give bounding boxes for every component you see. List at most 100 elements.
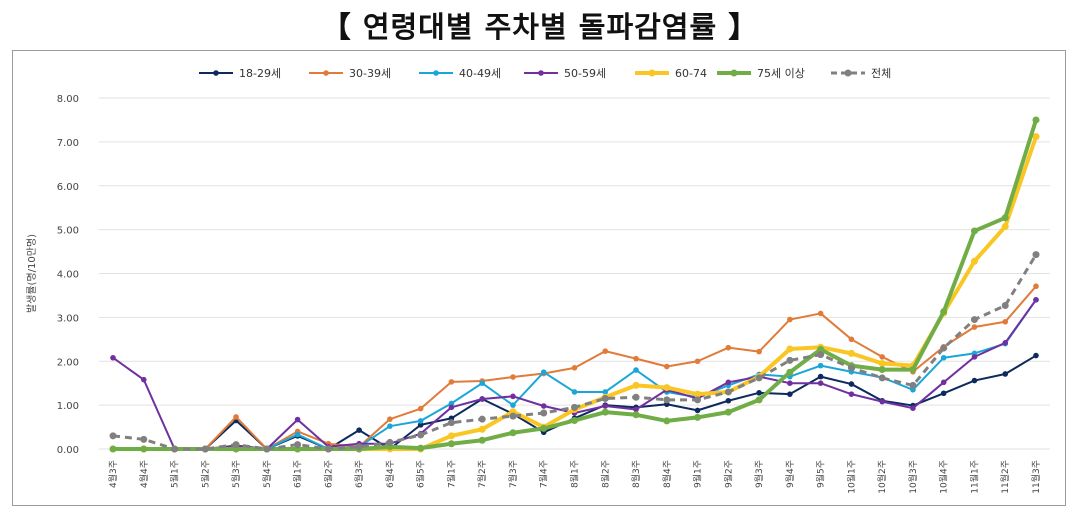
data-point [540, 409, 548, 417]
data-point [1001, 214, 1009, 222]
legend-marker [538, 70, 544, 76]
series-75세 이상 [109, 116, 1040, 453]
data-point [971, 377, 978, 384]
x-tick-label: 8월3주 [630, 460, 642, 488]
data-point [1002, 318, 1009, 325]
x-tick-label: 10월3주 [907, 460, 919, 494]
data-point [232, 441, 240, 449]
data-point [447, 432, 455, 440]
legend-item: 전체 [831, 67, 891, 80]
data-point [817, 380, 824, 386]
data-point [848, 336, 855, 343]
data-point [571, 365, 578, 371]
data-point [786, 345, 794, 353]
series-50-59세 [110, 297, 1039, 452]
legend-item: 50-59세 [524, 67, 606, 80]
data-point [447, 440, 455, 448]
data-point [510, 393, 516, 400]
data-point [140, 376, 147, 383]
data-point [633, 406, 639, 413]
x-tick-label: 9월3주 [753, 460, 765, 488]
line-chart: 0.00 1.00 2.00 3.00 4.00 5.00 6.00 7.00 8.00 발생률… [26, 67, 1050, 494]
y-tick-label: 2.00 [57, 357, 79, 368]
data-point [848, 391, 855, 397]
data-point [355, 443, 363, 451]
data-point [664, 363, 670, 370]
data-point [879, 354, 885, 360]
legend-label: 75세 이상 [757, 67, 805, 80]
x-tick-label: 9월4주 [784, 460, 796, 488]
data-point [694, 358, 701, 365]
data-point [1032, 251, 1040, 259]
data-point [694, 396, 702, 404]
series-line [112, 299, 1037, 450]
data-point [417, 444, 425, 452]
data-point [509, 412, 517, 420]
series-40-49세 [110, 297, 1039, 452]
data-point [1033, 352, 1039, 359]
series-line [113, 299, 1037, 450]
data-point [1033, 283, 1039, 290]
data-point [756, 390, 762, 396]
x-tick-label: 10월4주 [938, 460, 950, 494]
data-point [786, 356, 794, 364]
legend-label: 18-29세 [239, 67, 281, 80]
data-point [447, 419, 455, 427]
data-point [294, 431, 301, 438]
data-point [510, 402, 516, 408]
y-tick-label: 4.00 [57, 270, 79, 281]
data-point [571, 389, 578, 395]
data-point [602, 389, 609, 395]
data-point [940, 308, 948, 316]
y-tick-label: 1.00 [57, 401, 79, 412]
y-axis-label: 발생률(명/10만명) [26, 234, 38, 313]
data-point [479, 380, 486, 386]
data-point [817, 310, 824, 317]
data-point [878, 374, 886, 382]
data-point [571, 416, 578, 424]
data-point [509, 429, 517, 437]
series-전체 [109, 251, 1040, 453]
grid-lines [99, 97, 1050, 450]
data-point [479, 396, 486, 402]
x-tick-label: 4월4주 [138, 460, 150, 488]
data-point [724, 408, 732, 416]
data-point [140, 435, 148, 443]
legend-label: 40-49세 [459, 67, 501, 80]
data-point [294, 416, 301, 423]
x-tick-label: 8월4주 [661, 460, 673, 488]
x-tick-label: 5월1주 [169, 460, 181, 488]
data-point [971, 324, 978, 330]
data-point [847, 349, 855, 357]
x-tick-label: 10월2주 [876, 460, 888, 494]
legend-marker [323, 70, 329, 76]
data-point [725, 379, 732, 386]
legend-marker [433, 70, 439, 76]
chart-title: 【 연령대별 주차별 돌파감염률 】 [321, 10, 759, 44]
data-point [817, 345, 825, 353]
data-point [724, 388, 732, 396]
legend-item: 75세 이상 [717, 67, 805, 80]
data-point [233, 414, 239, 420]
data-point [787, 380, 793, 386]
data-point [1033, 297, 1039, 303]
series-lines [109, 116, 1040, 453]
data-point [201, 445, 209, 453]
data-point [878, 366, 886, 374]
y-tick-label: 6.00 [57, 182, 79, 193]
data-point [632, 393, 640, 401]
data-point [970, 257, 978, 265]
data-point [1001, 302, 1009, 310]
data-point [417, 431, 425, 439]
legend-label: 전체 [871, 67, 891, 80]
legend-item: 18-29세 [199, 67, 281, 80]
x-tick-label: 7월1주 [445, 460, 457, 488]
y-axis-ticks: 0.00 1.00 2.00 3.00 4.00 5.00 6.00 7.00 8.00 [57, 94, 79, 456]
data-point [1002, 371, 1009, 377]
x-tick-label: 9월1주 [692, 460, 704, 488]
data-point [1032, 116, 1040, 124]
data-point [110, 354, 116, 361]
data-point [601, 408, 609, 416]
data-point [879, 398, 885, 405]
data-point [632, 411, 640, 419]
